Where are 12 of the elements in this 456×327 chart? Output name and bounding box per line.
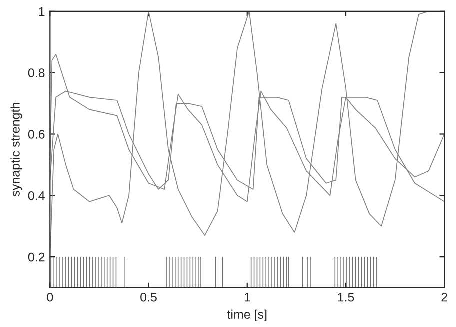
- x-tick-label: 0.5: [140, 292, 157, 302]
- x-tick-label: 2: [442, 292, 448, 302]
- y-tick-label: 1: [39, 7, 45, 16]
- y-tick-label: 0.8: [28, 68, 45, 78]
- x-tick-label: 0: [47, 292, 54, 302]
- x-tick-label: 1.5: [338, 293, 354, 302]
- y-tick-label: 0.6: [28, 130, 45, 139]
- y-axis-title: synaptic strength: [10, 103, 22, 196]
- y-tick-label: 0.2: [28, 252, 45, 262]
- x-tick-label: 1: [244, 293, 250, 302]
- x-axis-title: time [s]: [227, 310, 267, 322]
- y-tick-label: 0.4: [28, 191, 45, 200]
